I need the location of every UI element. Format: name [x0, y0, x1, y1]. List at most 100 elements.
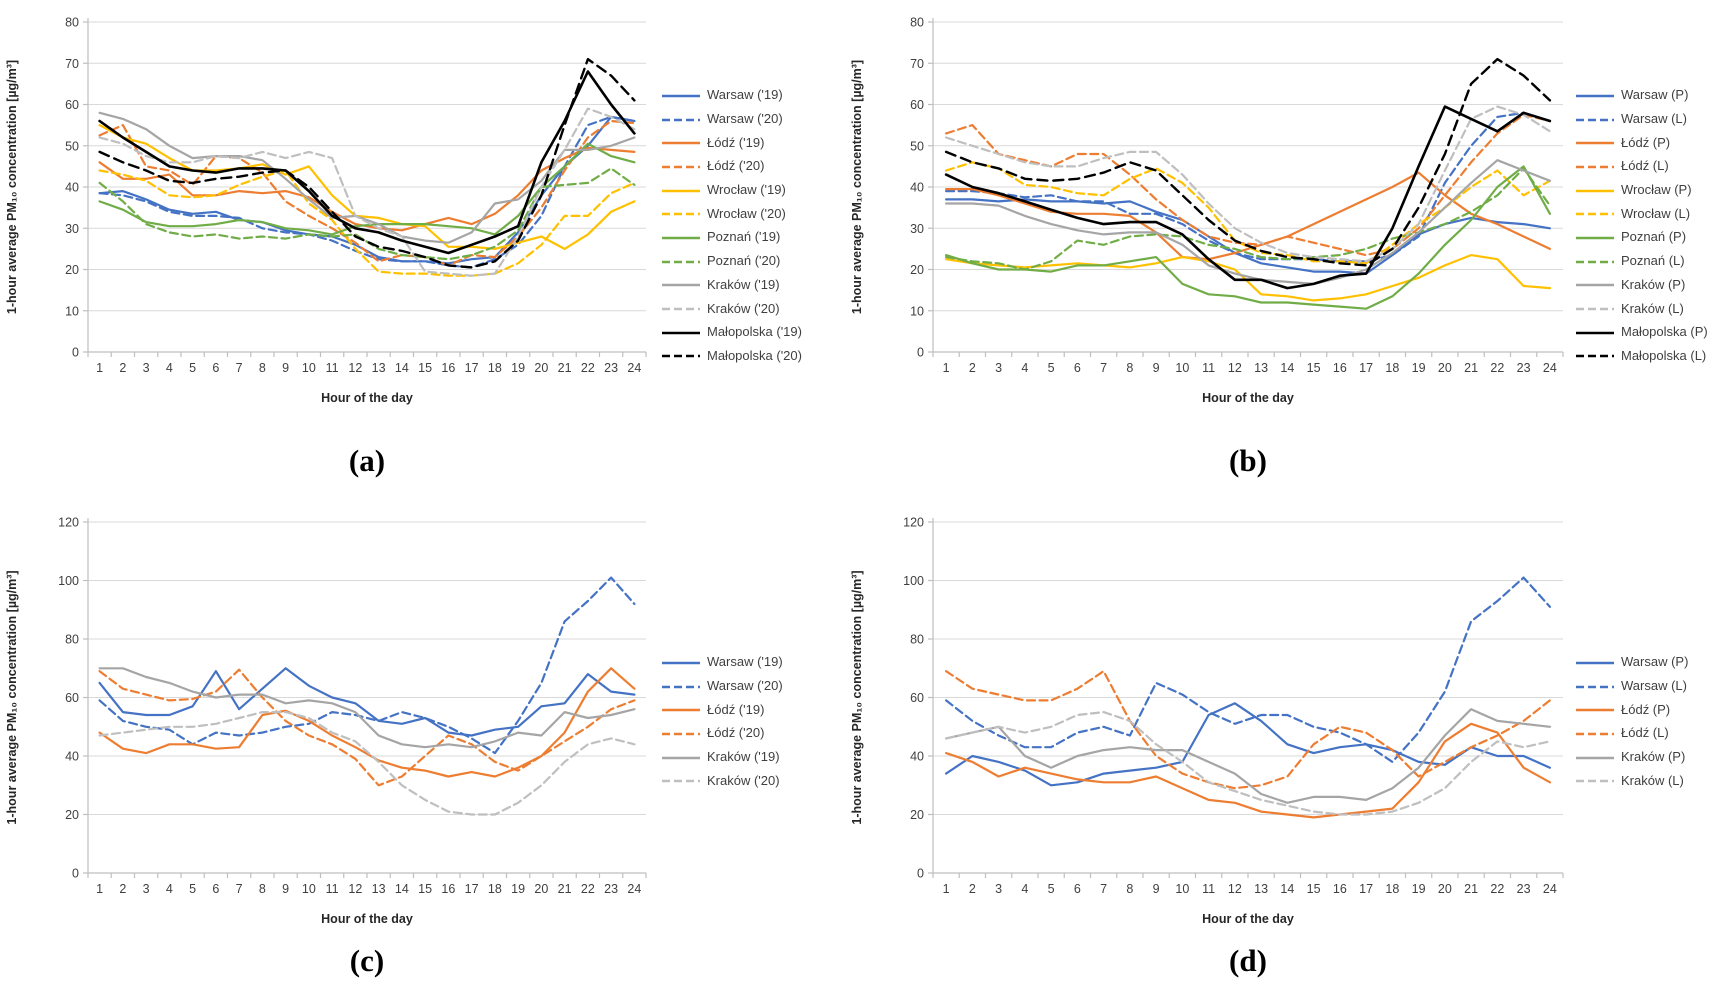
legend-swatch-line	[662, 275, 700, 293]
x-tick-label: 1	[943, 361, 950, 375]
legend-label: Warsaw ('20)	[707, 111, 783, 127]
x-tick-label: 19	[1412, 882, 1426, 896]
legend-item: Poznań ('19)	[662, 225, 802, 249]
legend-item: Łódź ('20)	[662, 721, 783, 745]
legend-swatch-line	[662, 677, 700, 695]
legend-label: Kraków ('20)	[707, 300, 780, 316]
series-line-Warsaw (L)	[944, 576, 1552, 763]
x-tick-label: 9	[1153, 361, 1160, 375]
series-line-Kraków ('19)	[98, 667, 636, 749]
series-line-Warsaw (L)	[944, 111, 1552, 263]
series-line-Kraków (L)	[944, 105, 1552, 263]
x-tick-label: 12	[348, 361, 362, 375]
x-tick-label: 12	[1228, 361, 1242, 375]
y-tick-label: 120	[58, 516, 79, 530]
x-tick-label: 13	[1254, 361, 1268, 375]
series-line-Poznań (P)	[944, 165, 1552, 310]
legend-item: Kraków ('20)	[662, 768, 783, 792]
x-tick-label: 8	[259, 882, 266, 896]
x-tick-label: 20	[1438, 882, 1452, 896]
legend-swatch-line	[662, 181, 700, 199]
legend-swatch-line	[662, 724, 700, 742]
x-tick-label: 13	[372, 882, 386, 896]
legend-swatch-line	[662, 771, 700, 789]
legend-item: Wrocław ('20)	[662, 201, 802, 225]
legend-item: Kraków (L)	[1576, 768, 1688, 792]
legend-swatch-line	[1576, 748, 1614, 766]
series-line-Małopolska (L)	[944, 57, 1552, 267]
legend-item: Poznań (L)	[1576, 249, 1708, 273]
legend-label: Warsaw (P)	[1621, 654, 1689, 670]
x-tick-label: 9	[282, 361, 289, 375]
y-tick-label: 0	[72, 867, 79, 881]
series-line-Małopolska ('20)	[98, 57, 636, 269]
legend-label: Warsaw ('19)	[707, 87, 783, 103]
legend-swatch-line	[662, 700, 700, 718]
legend-swatch-line	[1576, 228, 1614, 246]
legend-swatch-line	[662, 252, 700, 270]
legend-item: Kraków ('20)	[662, 296, 802, 320]
x-tick-label: 3	[995, 882, 1002, 896]
legend-swatch-line	[1576, 299, 1614, 317]
legend-swatch-line	[1576, 181, 1614, 199]
x-tick-label: 16	[1333, 361, 1347, 375]
y-tick-label: 20	[910, 808, 924, 822]
x-tick-label: 3	[995, 361, 1002, 375]
x-tick-label: 22	[1490, 361, 1504, 375]
y-tick-label: 40	[910, 750, 924, 764]
x-tick-label: 24	[1543, 361, 1557, 375]
legend-label: Poznań ('19)	[707, 229, 781, 245]
legend-label: Łódź ('19)	[707, 134, 765, 150]
legend-label: Kraków (L)	[1621, 772, 1684, 788]
y-tick-label: 0	[917, 346, 924, 360]
chart-d-legend: Warsaw (P) Warsaw (L) Łódź (P) Łódź (L) Krak…	[1576, 650, 1688, 792]
x-tick-label: 22	[581, 882, 595, 896]
x-tick-label: 11	[326, 882, 339, 896]
x-tick-label: 4	[166, 361, 173, 375]
x-tick-label: 10	[1175, 882, 1189, 896]
y-tick-label: 100	[58, 574, 79, 588]
series-line-Wrocław (P)	[944, 254, 1552, 302]
x-tick-label: 23	[604, 361, 618, 375]
x-tick-label: 23	[1517, 882, 1531, 896]
y-tick-label: 20	[65, 263, 79, 277]
series-line-Małopolska (P)	[944, 105, 1552, 290]
x-tick-label: 10	[302, 882, 316, 896]
legend-label: Łódź ('19)	[707, 701, 765, 717]
legend-label: Poznań (L)	[1621, 253, 1685, 269]
y-tick-label: 40	[65, 181, 79, 195]
legend-item: Wrocław (L)	[1576, 201, 1708, 225]
legend-item: Kraków ('19)	[662, 745, 783, 769]
series-line-Łódź (L)	[944, 670, 1552, 790]
legend-label: Warsaw ('20)	[707, 678, 783, 694]
legend-label: Łódź (P)	[1621, 134, 1671, 150]
x-tick-label: 8	[1126, 882, 1133, 896]
y-tick-label: 30	[65, 222, 79, 236]
x-tick-label: 9	[1153, 882, 1160, 896]
legend-item: Warsaw ('19)	[662, 83, 802, 107]
series-line-Łódź ('19)	[98, 667, 636, 778]
legend-label: Łódź (P)	[1621, 701, 1671, 717]
legend-swatch-line	[1576, 700, 1614, 718]
legend-swatch-line	[662, 228, 700, 246]
caption-b: (b)	[1229, 443, 1267, 478]
x-tick-label: 17	[465, 361, 479, 375]
legend-label: Małopolska ('20)	[707, 347, 802, 363]
legend-item: Łódź (P)	[1576, 697, 1688, 721]
x-tick-label: 7	[236, 882, 243, 896]
x-tick-label: 24	[627, 882, 641, 896]
caption-c: (c)	[349, 943, 385, 978]
x-tick-label: 8	[259, 361, 266, 375]
y-tick-label: 60	[910, 98, 924, 112]
x-tick-label: 2	[119, 882, 126, 896]
x-tick-label: 17	[1359, 882, 1373, 896]
legend-label: Warsaw (P)	[1621, 87, 1689, 103]
y-tick-label: 50	[65, 139, 79, 153]
x-tick-label: 4	[166, 882, 173, 896]
x-tick-label: 5	[1048, 361, 1055, 375]
legend-label: Kraków ('20)	[707, 772, 780, 788]
legend-label: Małopolska (L)	[1621, 347, 1707, 363]
x-tick-label: 16	[1333, 882, 1347, 896]
